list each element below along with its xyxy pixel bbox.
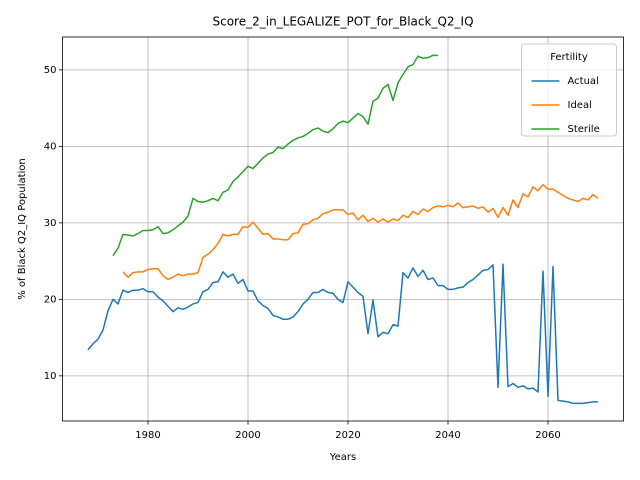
- series-line: [87, 263, 598, 405]
- x-tick-label: 2040: [435, 430, 460, 441]
- x-tick-label: 2020: [335, 430, 360, 441]
- legend-label: Ideal: [568, 100, 592, 111]
- series-line: [122, 183, 599, 281]
- axes-frame: [62, 36, 624, 422]
- y-tick-label: 20: [44, 294, 57, 305]
- chart-title: Score_2_in_LEGALIZE_POT_for_Black_Q2_IQ: [212, 15, 473, 29]
- y-tick-label: 50: [44, 65, 57, 76]
- plot-lines: [87, 54, 599, 405]
- legend: Fertility Actual Ideal Sterile: [521, 43, 617, 137]
- y-tick-label: 40: [44, 141, 57, 152]
- y-axis-label: % of Black Q2_IQ Population: [17, 158, 28, 300]
- y-tick-label: 30: [44, 218, 57, 229]
- y-tick-label: 10: [44, 371, 57, 382]
- legend-box: [521, 43, 617, 137]
- x-axis-label: Years: [329, 452, 356, 463]
- legend-label: Sterile: [568, 124, 600, 135]
- x-tick-label: 2000: [235, 430, 260, 441]
- series-line: [112, 54, 438, 257]
- legend-title: Fertility: [550, 52, 588, 63]
- x-tick-label: 2060: [535, 430, 560, 441]
- x-tick-label: 1980: [135, 430, 160, 441]
- legend-label: Actual: [568, 76, 599, 87]
